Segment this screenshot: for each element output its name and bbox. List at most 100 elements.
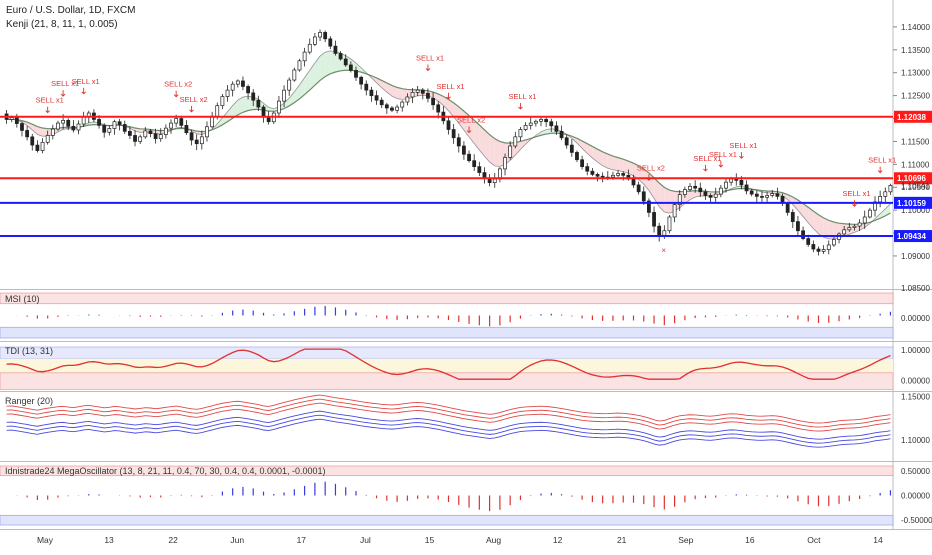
candle-body: [298, 61, 301, 70]
candle-body: [20, 124, 23, 131]
candle-body: [483, 173, 486, 178]
candle-body: [802, 231, 805, 239]
candle-body: [46, 135, 49, 142]
candle-body: [15, 118, 18, 124]
candle-body: [77, 124, 80, 130]
candle-body: [534, 121, 537, 123]
candle-body: [796, 222, 799, 231]
x-tick-label: 21: [617, 535, 627, 545]
candle-body: [411, 92, 414, 97]
candle-body: [416, 90, 419, 92]
x-tick-label: 15: [425, 535, 435, 545]
x-tick-label: 22: [168, 535, 178, 545]
panel-lower-band: [0, 327, 893, 338]
x-tick-label: Jun: [230, 535, 244, 545]
candle-body: [385, 105, 388, 108]
candle-body: [318, 32, 321, 37]
candle-body: [288, 80, 291, 90]
candle-body: [82, 117, 85, 124]
candle-body: [205, 127, 208, 137]
price-tick-label: 1.11000: [901, 160, 930, 169]
price-tick-label: 1.13500: [901, 46, 930, 55]
sell-signal-label: SELL x1: [72, 77, 100, 86]
candle-body: [447, 121, 450, 130]
candle-body: [699, 188, 702, 192]
sell-signal-label: SELL x1: [437, 82, 465, 91]
panel-tick-label: 1.00000: [901, 346, 930, 355]
candle-body: [139, 137, 142, 142]
candle-body: [51, 129, 54, 135]
candle-body: [853, 226, 856, 227]
candle-body: [390, 108, 393, 110]
candle-body: [776, 194, 779, 197]
candle-body: [529, 123, 532, 125]
candle-body: [283, 90, 286, 101]
x-tick-label: 16: [745, 535, 755, 545]
candle-body: [308, 44, 311, 52]
candle-body: [195, 140, 198, 144]
candle-body: [31, 137, 34, 145]
candle-body: [565, 138, 568, 145]
candle-body: [247, 86, 250, 92]
candle-body: [545, 119, 548, 121]
candle-body: [56, 123, 59, 129]
candle-body: [118, 122, 121, 125]
candle-body: [714, 194, 717, 197]
level-label: 1.10159: [897, 199, 926, 208]
price-tick-label: 1.13000: [901, 69, 930, 78]
candle-body: [267, 117, 270, 122]
candle-body: [539, 119, 542, 121]
candle-body: [519, 130, 522, 137]
candle-body: [827, 245, 830, 250]
kenji-cloud-segment: [43, 128, 48, 136]
candle-body: [884, 192, 887, 197]
candle-body: [719, 188, 722, 194]
kenji-cloud-segment: [495, 139, 500, 167]
sell-signal-label: SELL x1: [416, 53, 444, 62]
candle-body: [462, 146, 465, 154]
kenji-cloud-segment: [320, 52, 325, 80]
candle-body: [190, 133, 193, 140]
candle-body: [632, 179, 635, 185]
sell-signal-label: SELL x1: [709, 150, 737, 159]
candle-body: [745, 185, 748, 191]
candle-body: [437, 105, 440, 112]
level-label: 1.09434: [897, 232, 926, 241]
candle-body: [457, 138, 460, 146]
candle-body: [493, 179, 496, 183]
panel-tick-label: 0.00000: [901, 314, 930, 323]
candle-body: [832, 239, 835, 244]
candle-body: [668, 217, 671, 231]
x-tick-label: Oct: [807, 535, 821, 545]
panel-tick-label: 0.50000: [901, 467, 930, 476]
sell-signal-label: SELL x1: [842, 189, 870, 198]
candle-body: [786, 203, 789, 212]
candle-body: [241, 81, 244, 86]
level-label: 1.12038: [897, 113, 926, 122]
candle-body: [683, 190, 686, 195]
candle-body: [349, 65, 352, 70]
candle-body: [637, 185, 640, 192]
candle-body: [581, 160, 584, 167]
candle-body: [128, 131, 131, 135]
candle-body: [226, 90, 229, 96]
panel-lower-band: [0, 515, 893, 525]
kenji-cloud-segment: [330, 51, 335, 74]
candle-body: [262, 107, 265, 117]
candle-body: [36, 145, 39, 150]
candle-body: [611, 175, 614, 177]
candle-body: [473, 161, 476, 167]
candle-body: [468, 154, 471, 160]
candle-body: [755, 194, 758, 196]
sell-signal-label: SELL x1: [508, 92, 536, 101]
candle-body: [98, 119, 101, 125]
candle-body: [822, 250, 825, 252]
candle-body: [365, 84, 368, 90]
candle-body: [560, 131, 563, 137]
candle-body: [586, 167, 589, 172]
candle-body: [231, 84, 234, 90]
candle-body: [72, 126, 75, 130]
candle-body: [211, 116, 214, 127]
candle-body: [252, 93, 255, 100]
candle-body: [169, 123, 172, 128]
